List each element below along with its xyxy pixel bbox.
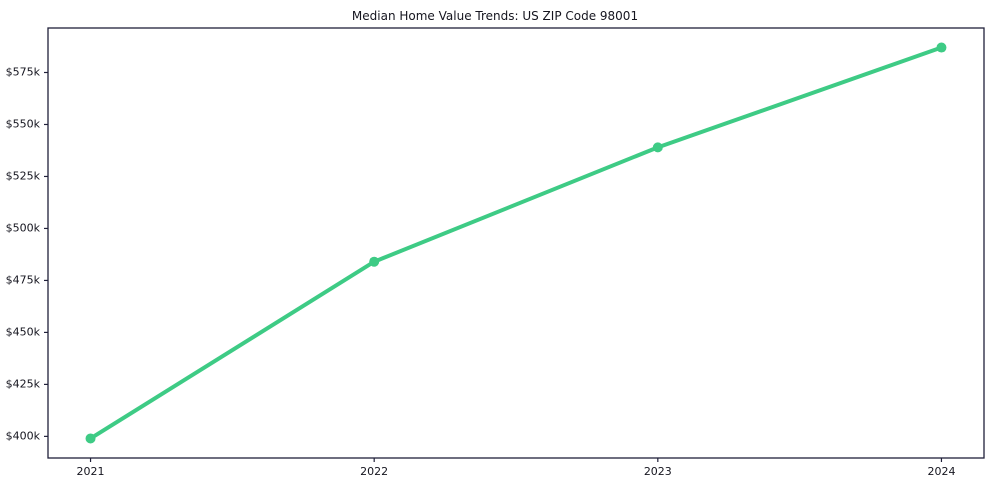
plot-border (47, 27, 985, 459)
x-tick-label: 2022 (360, 465, 388, 478)
data-point-marker (652, 142, 663, 153)
y-tick-label: $425k (6, 377, 41, 390)
x-tick-label: 2024 (927, 465, 955, 478)
y-tick-label: $400k (6, 429, 41, 442)
chart-title: Median Home Value Trends: US ZIP Code 98… (351, 9, 639, 23)
data-point-marker (369, 256, 380, 267)
y-tick-label: $500k (6, 221, 41, 234)
y-tick-label: $450k (6, 325, 41, 338)
y-tick-label: $475k (6, 273, 41, 286)
data-point-marker (85, 433, 96, 444)
trend-line (88, 45, 944, 441)
y-tick-label: $525k (6, 169, 41, 182)
x-tick-label: 2021 (77, 465, 105, 478)
y-tick-label: $550k (6, 117, 41, 130)
x-tick-label: 2023 (644, 465, 672, 478)
y-tick-label: $575k (6, 65, 41, 78)
data-point-marker (936, 42, 947, 53)
